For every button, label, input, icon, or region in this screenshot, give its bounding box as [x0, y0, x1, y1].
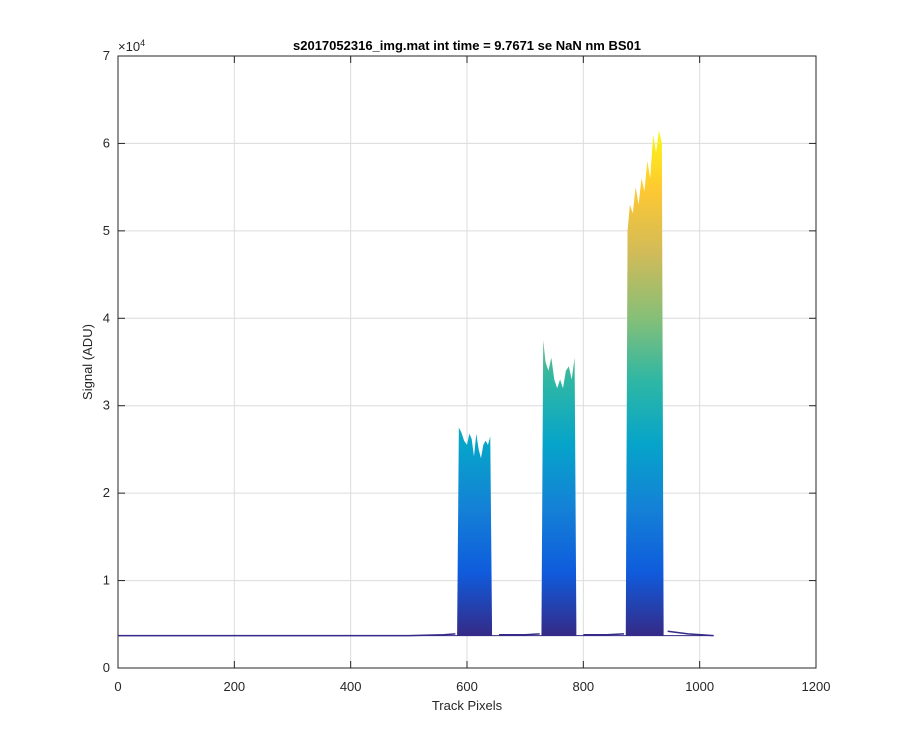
- y-exponent-label: ×104: [118, 38, 145, 54]
- x-tick-label: 1000: [685, 679, 714, 694]
- ticks: 0 200 400 600 800 1000 1200 0 1 2 3 4 5 6 7: [103, 48, 831, 694]
- data-marks: [118, 130, 714, 637]
- y-tick-label: 2: [103, 485, 110, 500]
- grid: [118, 56, 816, 668]
- signal-baseline: [583, 633, 625, 636]
- x-tick-label: 400: [340, 679, 362, 694]
- y-exponent-base: ×10: [118, 39, 140, 54]
- y-axis-label: Signal (ADU): [80, 324, 95, 400]
- y-tick-label: 1: [103, 573, 110, 588]
- y-tick-label: 7: [103, 48, 110, 63]
- y-exponent-power: 4: [140, 38, 145, 48]
- chart-title: s2017052316_img.mat int time = 9.7671 se…: [293, 38, 641, 53]
- signal-baseline: [498, 633, 540, 636]
- signal-peak: [541, 340, 577, 636]
- y-tick-label: 3: [103, 398, 110, 413]
- y-tick-label: 5: [103, 223, 110, 238]
- signal-peak: [457, 427, 493, 636]
- signal-baseline: [667, 630, 714, 637]
- signal-peak: [625, 130, 664, 636]
- x-tick-label: 200: [223, 679, 245, 694]
- x-tick-label: 1200: [802, 679, 831, 694]
- x-tick-label: 800: [572, 679, 594, 694]
- y-tick-label: 0: [103, 660, 110, 675]
- y-tick-label: 4: [103, 310, 110, 325]
- x-axis-label: Track Pixels: [432, 698, 503, 713]
- y-tick-label: 6: [103, 135, 110, 150]
- x-tick-label: 600: [456, 679, 478, 694]
- x-tick-label: 0: [114, 679, 121, 694]
- signal-baseline: [118, 633, 456, 637]
